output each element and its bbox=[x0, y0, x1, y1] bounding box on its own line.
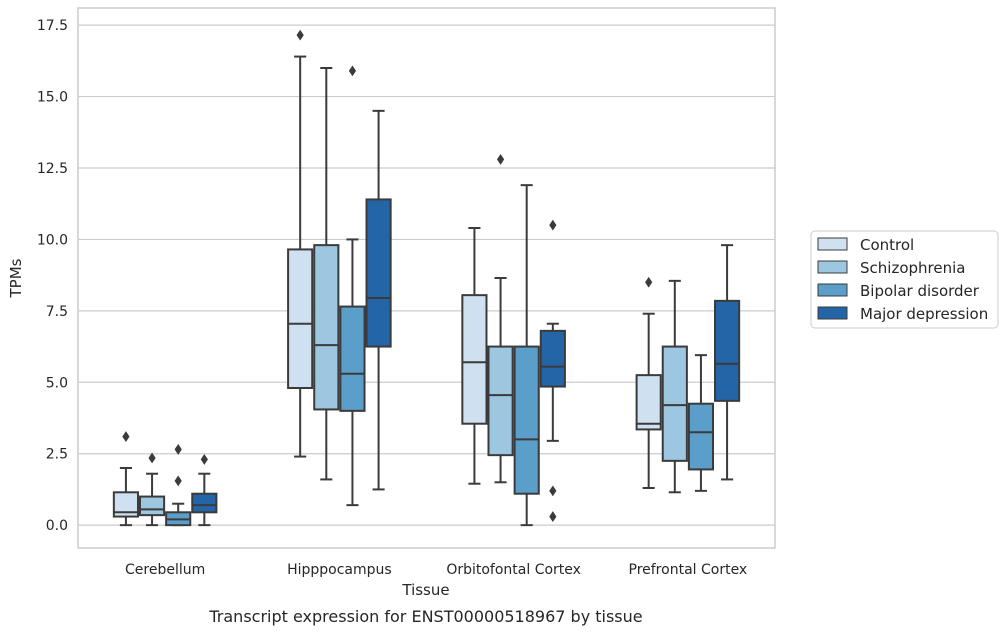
outlier-marker bbox=[122, 431, 130, 442]
legend-swatch bbox=[817, 283, 848, 297]
outlier-marker bbox=[174, 475, 182, 487]
legend-swatch bbox=[817, 260, 848, 274]
legend-label: Schizophrenia bbox=[860, 259, 965, 277]
iqr-box bbox=[287, 248, 314, 389]
box-group bbox=[661, 279, 688, 494]
iqr-box bbox=[365, 198, 392, 348]
iqr-box bbox=[513, 345, 540, 495]
x-tick-label: Cerebellum bbox=[125, 562, 205, 578]
y-tick-label: 5.0 bbox=[46, 375, 68, 391]
y-tick-label: 10.0 bbox=[37, 232, 68, 248]
x-tick-label: Hipppocampus bbox=[287, 562, 392, 578]
legend: Control Schizophrenia Bipolar disorder Majo… bbox=[810, 230, 999, 329]
chart-caption: Transcript expression for ENST0000051896… bbox=[208, 607, 642, 626]
outlier-marker bbox=[549, 485, 557, 497]
outlier-marker bbox=[296, 29, 304, 41]
box-group bbox=[365, 109, 392, 491]
y-axis-ticks: 0.0 2.5 5.0 7.5 10.0 12.5 15.0 17.5 bbox=[37, 18, 68, 534]
legend-swatch bbox=[817, 306, 848, 320]
iqr-box bbox=[461, 294, 488, 425]
iqr-box bbox=[487, 345, 514, 457]
grid-lines bbox=[78, 24, 775, 526]
legend-label: Control bbox=[860, 236, 914, 254]
y-axis-label: TPMs bbox=[7, 258, 25, 298]
y-tick-label: 12.5 bbox=[37, 161, 68, 177]
y-tick-label: 2.5 bbox=[46, 447, 68, 463]
iqr-box bbox=[138, 495, 166, 517]
legend-label: Bipolar disorder bbox=[860, 282, 980, 300]
box-group bbox=[313, 67, 340, 481]
x-tick-label: Orbitofontal Cortex bbox=[446, 562, 581, 578]
outlier-marker bbox=[645, 276, 653, 288]
x-axis-ticks: Cerebellum Hipppocampus Orbitofontal Corte… bbox=[125, 562, 747, 578]
box-group bbox=[112, 431, 139, 527]
outlier-marker bbox=[174, 444, 182, 455]
box-group bbox=[165, 444, 192, 527]
box-group bbox=[138, 452, 166, 527]
x-tick-label: Prefrontal Cortex bbox=[629, 562, 748, 578]
outlier-marker bbox=[348, 65, 357, 77]
iqr-box bbox=[191, 492, 218, 514]
box-group bbox=[539, 219, 566, 522]
legend-label: Major depression bbox=[860, 305, 988, 323]
y-tick-label: 17.5 bbox=[37, 18, 68, 34]
iqr-box bbox=[539, 329, 566, 388]
iqr-box bbox=[339, 305, 366, 412]
outlier-marker bbox=[549, 219, 557, 231]
box-group bbox=[635, 276, 662, 489]
y-tick-label: 0.0 bbox=[46, 518, 68, 534]
y-tick-label: 15.0 bbox=[37, 90, 68, 106]
box-group bbox=[714, 244, 741, 481]
box-plots bbox=[112, 29, 741, 527]
box-group bbox=[461, 227, 488, 485]
legend-frame bbox=[810, 230, 999, 329]
outlier-marker bbox=[549, 511, 557, 522]
box-group bbox=[339, 65, 366, 507]
box-group bbox=[513, 184, 540, 527]
box-group bbox=[687, 354, 715, 492]
outlier-marker bbox=[148, 452, 156, 464]
box-group bbox=[287, 29, 314, 458]
iqr-box bbox=[714, 299, 741, 402]
iqr-box bbox=[313, 244, 340, 411]
legend-swatch bbox=[817, 237, 848, 251]
box-group bbox=[487, 154, 514, 484]
plot-frame bbox=[77, 7, 776, 549]
outlier-marker bbox=[496, 154, 505, 165]
iqr-box bbox=[687, 402, 715, 471]
x-axis-label: Tissue bbox=[401, 581, 449, 599]
y-tick-label: 7.5 bbox=[46, 304, 68, 320]
iqr-box bbox=[661, 345, 688, 462]
outlier-marker bbox=[200, 454, 208, 465]
box-group bbox=[191, 454, 218, 527]
iqr-box bbox=[635, 374, 662, 431]
